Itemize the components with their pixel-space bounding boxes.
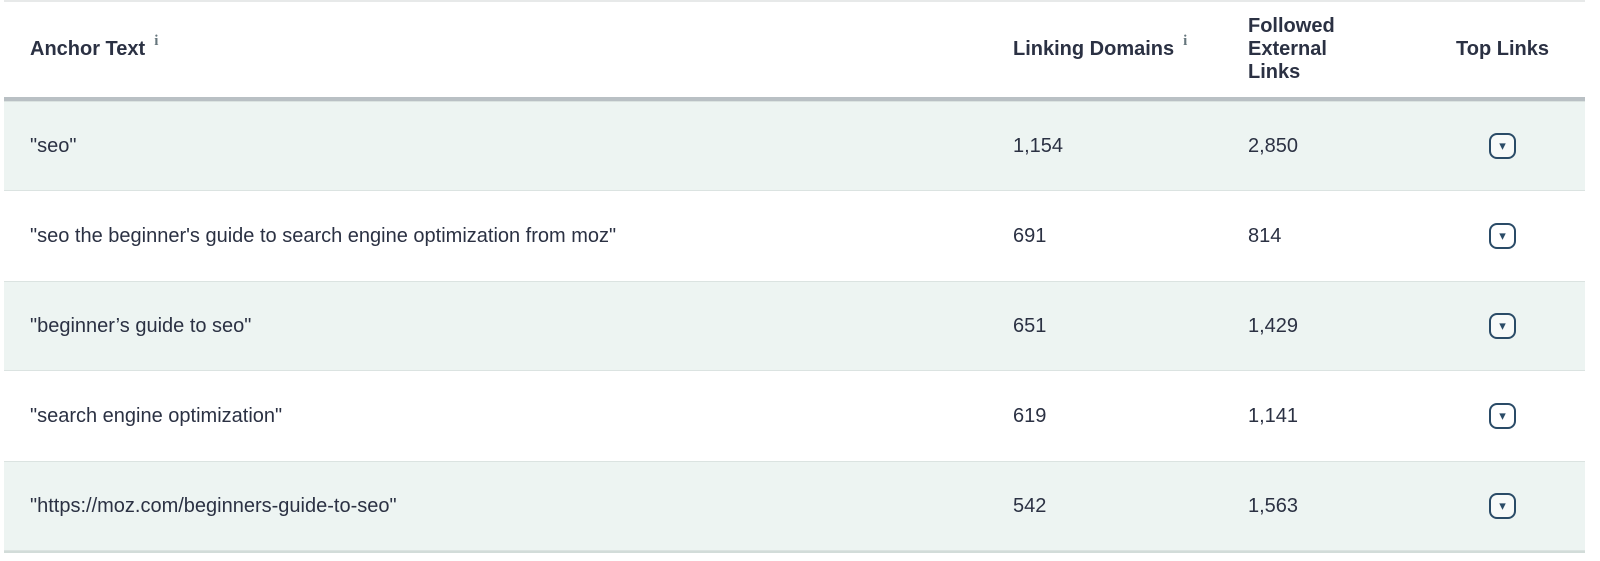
followed-external-links-value: 1,141 <box>1248 405 1299 427</box>
followed-external-links-value: 2,850 <box>1248 135 1299 157</box>
linking-domains-cell: 1,154 <box>1013 134 1248 158</box>
followed-external-links-value: 1,429 <box>1248 315 1299 337</box>
top-links-dropdown-button[interactable]: ▾ <box>1489 223 1516 249</box>
caret-down-icon: ▾ <box>1499 497 1506 513</box>
followed-external-links-cell: 1,141 <box>1248 404 1420 428</box>
anchor-text-cell: "seo the beginner's guide to search engi… <box>4 224 1013 248</box>
followed-external-links-cell: 2,850 <box>1248 134 1420 158</box>
table-row: "seo" 1,154 2,850 ▾ <box>4 101 1585 191</box>
caret-down-icon: ▾ <box>1499 407 1506 423</box>
anchor-text-value: "seo the beginner's guide to search engi… <box>30 225 617 247</box>
info-icon[interactable]: i <box>154 32 159 49</box>
top-links-cell: ▾ <box>1420 133 1585 159</box>
caret-down-icon: ▾ <box>1499 227 1506 243</box>
top-links-dropdown-button[interactable]: ▾ <box>1489 403 1516 429</box>
linking-domains-cell: 542 <box>1013 494 1248 518</box>
linking-domains-value: 691 <box>1013 225 1047 247</box>
column-header-label: Followed External Links <box>1248 15 1335 83</box>
linking-domains-value: 542 <box>1013 495 1047 517</box>
table-row: "search engine optimization" 619 1,141 ▾ <box>4 371 1585 461</box>
followed-external-links-value: 1,563 <box>1248 495 1299 517</box>
column-header-anchor-text: Anchor Text i <box>4 33 1013 61</box>
linking-domains-value: 619 <box>1013 405 1047 427</box>
caret-down-icon: ▾ <box>1499 317 1506 333</box>
anchor-text-value: "beginner’s guide to seo" <box>30 315 252 337</box>
top-links-dropdown-button[interactable]: ▾ <box>1489 313 1516 339</box>
followed-external-links-cell: 1,429 <box>1248 314 1420 338</box>
column-header-followed-external-links: Followed External Links <box>1248 15 1420 84</box>
info-icon[interactable]: i <box>1183 32 1188 49</box>
column-header-linking-domains: Linking Domains i <box>1013 33 1248 61</box>
anchor-text-value: "https://moz.com/beginners-guide-to-seo" <box>30 495 397 517</box>
top-links-cell: ▾ <box>1420 223 1585 249</box>
top-links-dropdown-button[interactable]: ▾ <box>1489 493 1516 519</box>
followed-external-links-cell: 1,563 <box>1248 494 1420 518</box>
top-links-cell: ▾ <box>1420 313 1585 339</box>
column-header-label: Linking Domains <box>1013 38 1175 61</box>
table-row: "seo the beginner's guide to search engi… <box>4 191 1585 281</box>
column-header-label: Anchor Text <box>30 38 146 61</box>
linking-domains-value: 651 <box>1013 315 1047 337</box>
anchor-text-cell: "https://moz.com/beginners-guide-to-seo" <box>4 494 1013 518</box>
anchor-text-value: "search engine optimization" <box>30 405 283 427</box>
column-header-label: Top Links <box>1456 38 1549 60</box>
linking-domains-cell: 691 <box>1013 224 1248 248</box>
caret-down-icon: ▾ <box>1499 137 1506 153</box>
followed-external-links-value: 814 <box>1248 225 1282 247</box>
column-header-top-links: Top Links <box>1420 38 1585 61</box>
table-row: "beginner’s guide to seo" 651 1,429 ▾ <box>4 281 1585 371</box>
anchor-text-table: Anchor Text i Linking Domains i Followed E… <box>4 0 1585 553</box>
followed-external-links-cell: 814 <box>1248 224 1420 248</box>
anchor-text-cell: "seo" <box>4 134 1013 158</box>
linking-domains-cell: 651 <box>1013 314 1248 338</box>
anchor-text-value: "seo" <box>30 135 77 157</box>
anchor-text-cell: "beginner’s guide to seo" <box>4 314 1013 338</box>
top-links-cell: ▾ <box>1420 493 1585 519</box>
anchor-text-cell: "search engine optimization" <box>4 404 1013 428</box>
linking-domains-value: 1,154 <box>1013 135 1064 157</box>
linking-domains-cell: 619 <box>1013 404 1248 428</box>
table-header: Anchor Text i Linking Domains i Followed E… <box>4 2 1585 101</box>
top-links-dropdown-button[interactable]: ▾ <box>1489 133 1516 159</box>
table-row: "https://moz.com/beginners-guide-to-seo"… <box>4 461 1585 551</box>
top-links-cell: ▾ <box>1420 403 1585 429</box>
